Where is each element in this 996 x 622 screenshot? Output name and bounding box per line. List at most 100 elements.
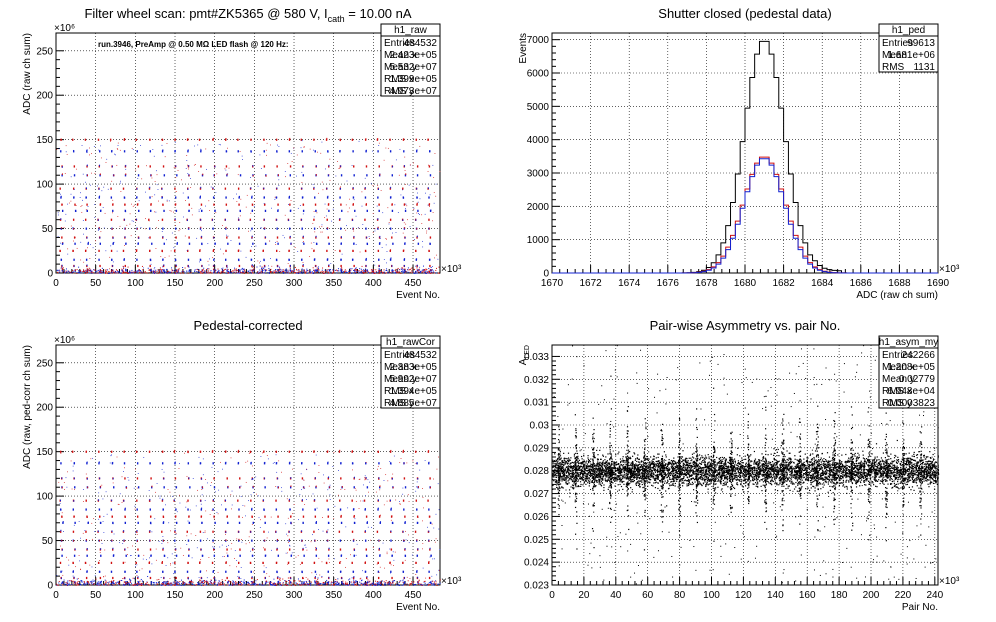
data-point xyxy=(277,548,278,550)
x-tick-label: 1682 xyxy=(772,278,795,289)
data-point xyxy=(315,583,317,585)
data-point xyxy=(238,461,240,464)
data-point xyxy=(303,578,304,579)
data-point xyxy=(191,583,193,585)
data-point xyxy=(327,581,330,584)
data-point xyxy=(367,526,369,528)
data-point xyxy=(111,515,113,518)
data-point xyxy=(262,452,264,454)
data-point xyxy=(368,272,370,274)
data-point xyxy=(428,508,430,511)
data-point xyxy=(299,205,301,206)
data-point xyxy=(263,272,265,274)
data-point xyxy=(272,584,274,586)
data-point xyxy=(69,272,71,274)
data-point xyxy=(85,249,87,252)
data-point xyxy=(105,162,107,163)
data-point xyxy=(366,203,368,205)
data-point xyxy=(162,270,164,272)
data-point xyxy=(154,518,156,520)
data-point xyxy=(143,267,145,269)
data-point xyxy=(232,584,234,586)
data-point xyxy=(168,584,170,586)
data-point xyxy=(265,581,267,584)
data-point xyxy=(279,251,281,252)
data-point xyxy=(86,269,88,271)
data-point xyxy=(364,479,366,481)
data-point xyxy=(319,574,321,576)
data-point xyxy=(438,569,440,571)
data-point xyxy=(288,561,290,563)
data-point xyxy=(352,203,354,205)
data-point xyxy=(302,174,305,177)
data-point xyxy=(385,582,387,584)
data-point xyxy=(161,196,163,198)
data-point xyxy=(86,570,88,572)
data-point xyxy=(98,271,100,273)
data-point xyxy=(359,478,361,480)
data-point xyxy=(431,269,433,271)
data-point xyxy=(169,210,171,211)
data-point xyxy=(81,272,83,274)
data-point xyxy=(316,580,318,582)
y-tick-label: 100 xyxy=(36,492,53,503)
data-point xyxy=(181,579,183,581)
data-point xyxy=(225,499,227,502)
data-point xyxy=(150,203,152,205)
data-point xyxy=(252,165,254,167)
data-point xyxy=(422,567,424,569)
data-point xyxy=(149,165,151,168)
data-point xyxy=(334,582,336,584)
data-point xyxy=(150,268,152,270)
data-point xyxy=(642,469,645,472)
data-point xyxy=(200,149,202,152)
data-point xyxy=(195,535,197,536)
data-point xyxy=(236,566,237,568)
data-point xyxy=(266,154,267,156)
data-point xyxy=(276,219,278,221)
data-point xyxy=(314,231,316,233)
data-point xyxy=(111,583,113,585)
data-point xyxy=(163,242,165,245)
data-point xyxy=(400,194,402,196)
data-point xyxy=(358,479,360,480)
data-point xyxy=(317,583,319,585)
data-point xyxy=(240,583,242,585)
data-point xyxy=(175,582,177,584)
data-point xyxy=(385,580,387,582)
data-point xyxy=(256,493,257,495)
data-point xyxy=(205,510,207,512)
data-point xyxy=(294,584,296,586)
data-point xyxy=(356,580,358,582)
data-point xyxy=(80,270,82,272)
data-point xyxy=(169,578,171,580)
data-point xyxy=(156,483,158,484)
data-point xyxy=(250,451,252,454)
data-point xyxy=(402,189,403,191)
data-point xyxy=(279,266,281,268)
data-point xyxy=(314,580,316,582)
data-point xyxy=(215,212,217,214)
data-point xyxy=(349,578,351,580)
data-point xyxy=(125,582,127,584)
data-point xyxy=(390,548,393,551)
data-point xyxy=(99,477,101,480)
data-point xyxy=(429,264,431,268)
data-point xyxy=(280,583,282,585)
data-point xyxy=(82,173,84,175)
data-point xyxy=(411,581,413,583)
data-point xyxy=(431,272,433,274)
data-point xyxy=(433,527,435,529)
data-point xyxy=(361,205,363,207)
data-point xyxy=(212,268,214,270)
data-point xyxy=(316,269,318,271)
data-point xyxy=(231,542,233,544)
data-point xyxy=(377,581,379,582)
data-point xyxy=(277,209,279,211)
data-point xyxy=(213,264,215,267)
data-point xyxy=(278,582,280,584)
data-point xyxy=(430,581,432,584)
x-tick-label: 250 xyxy=(246,278,263,289)
data-point xyxy=(97,229,99,231)
data-point xyxy=(364,539,367,542)
